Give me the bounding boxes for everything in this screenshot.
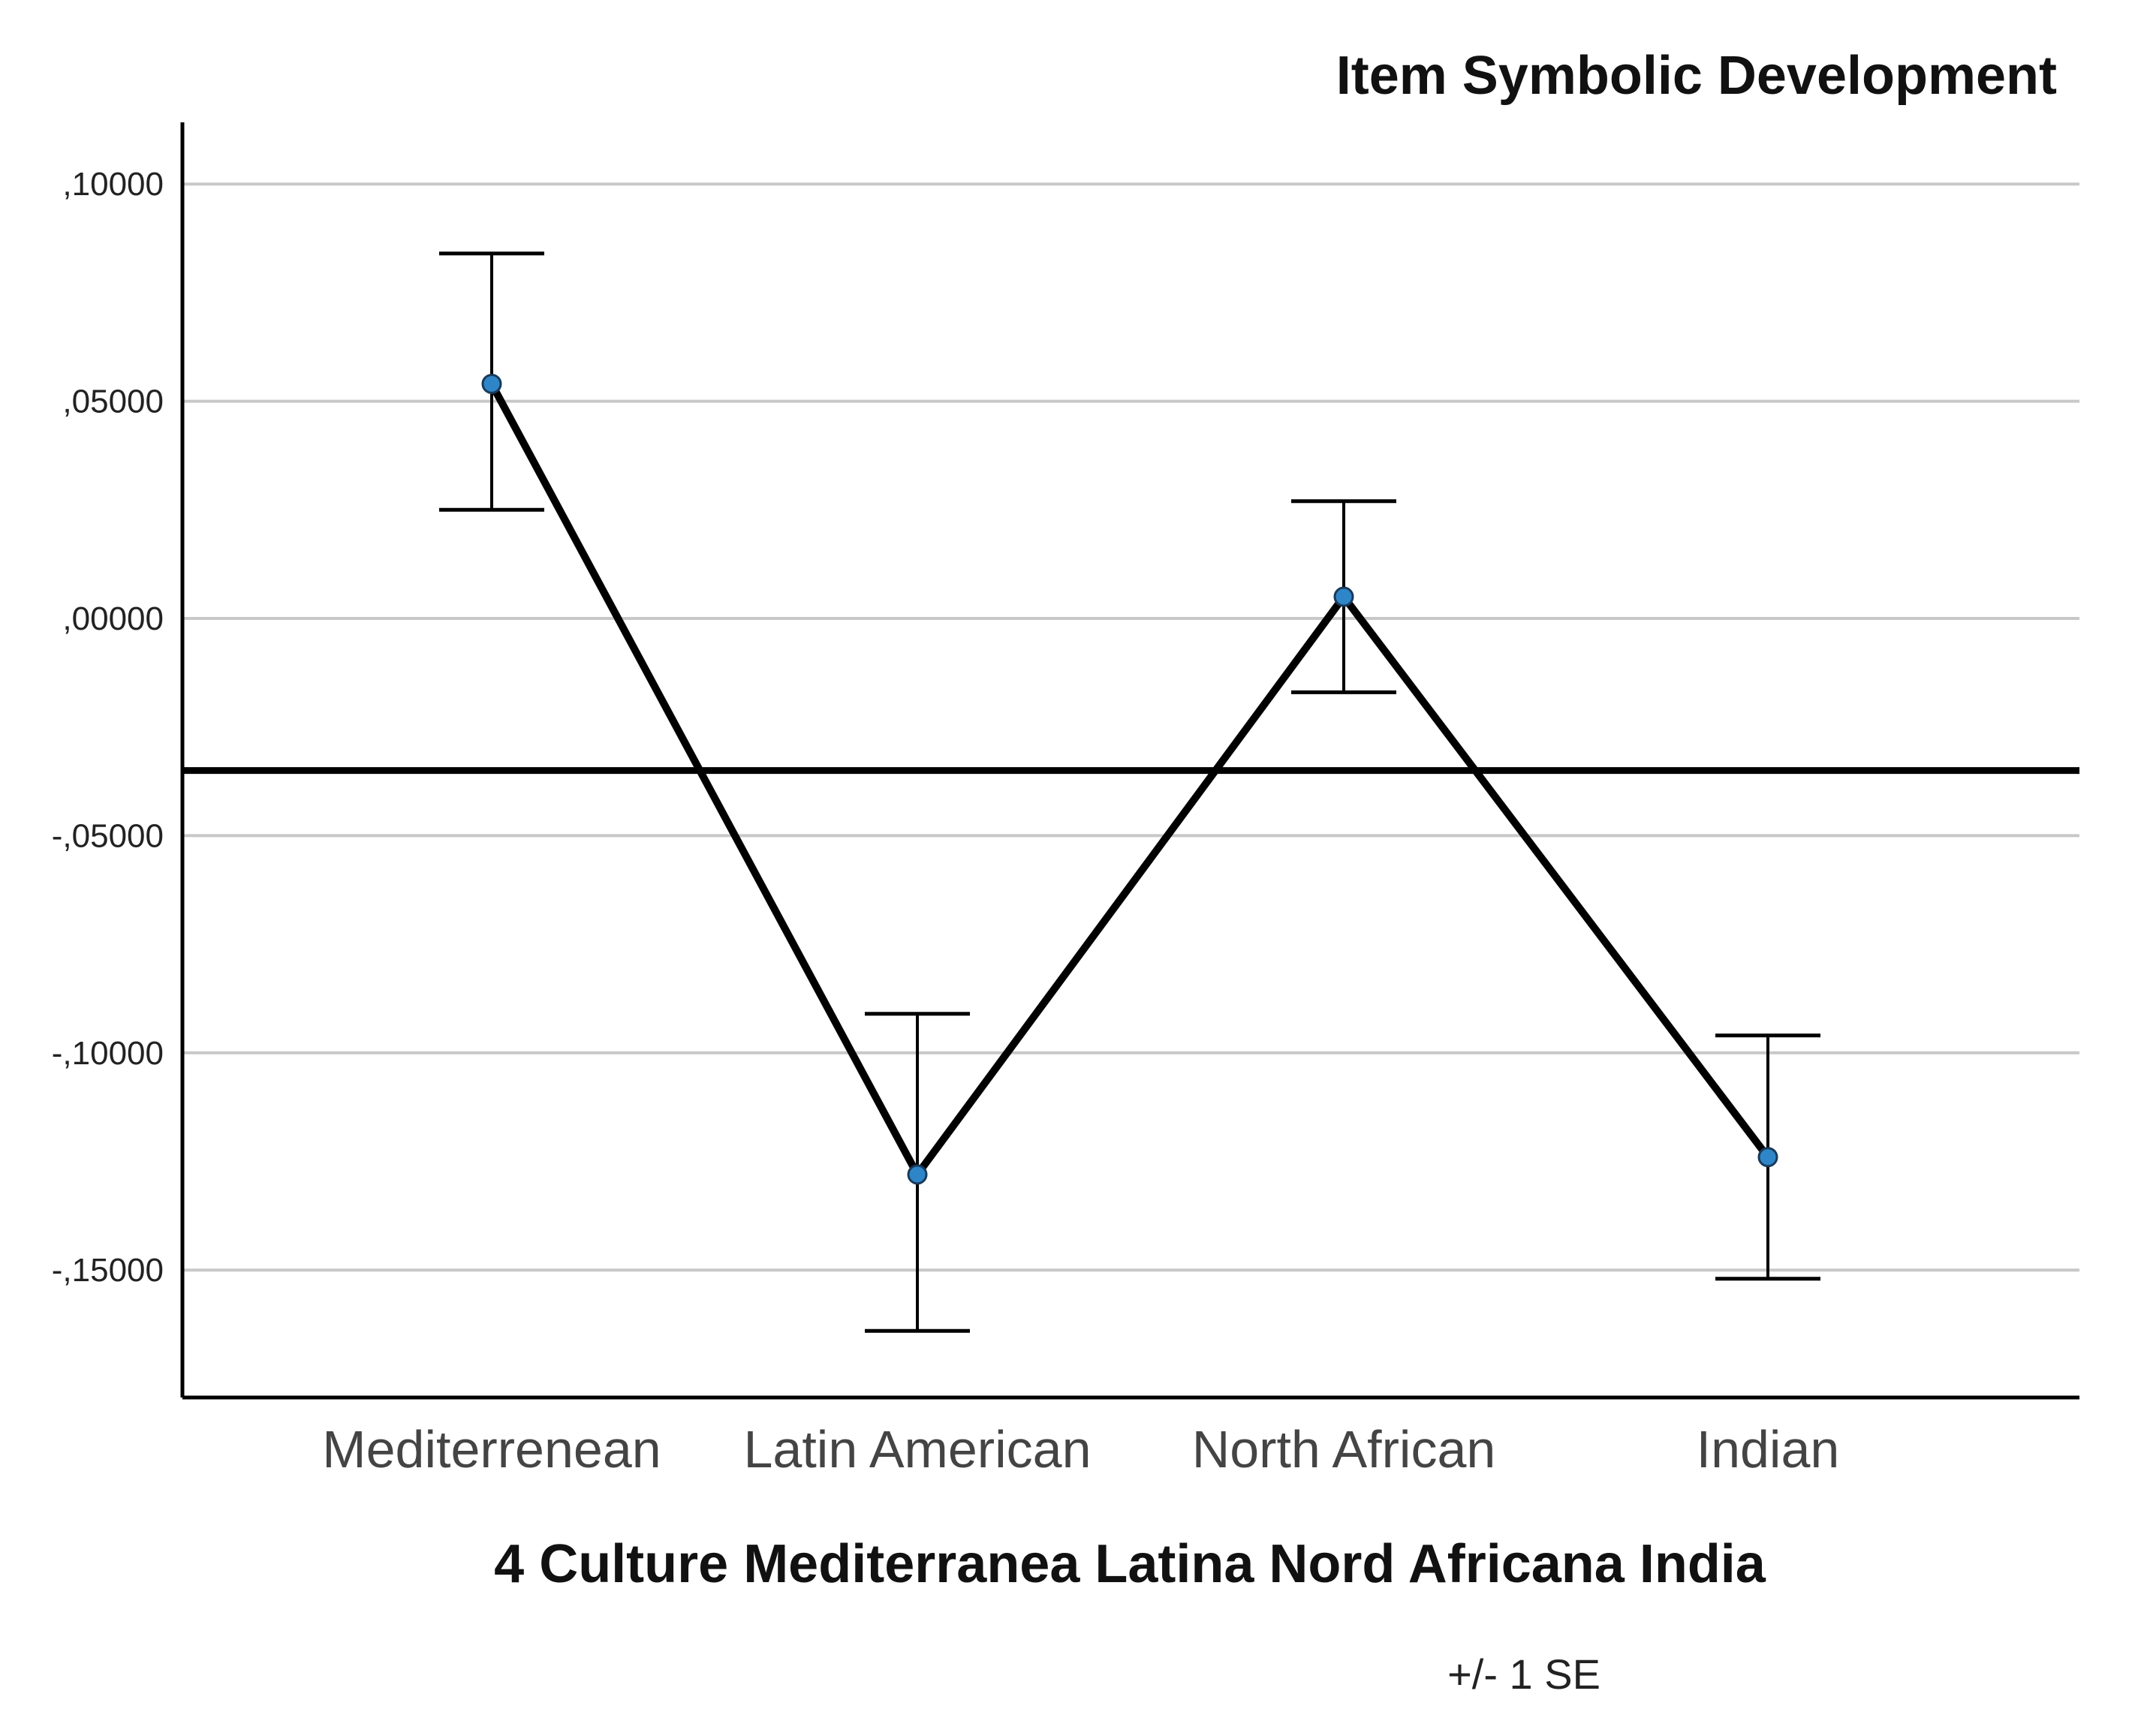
y-tick-label: -,05000	[52, 817, 164, 854]
y-tick-label: ,10000	[62, 166, 164, 203]
x-axis-title: 4 Culture Mediterranea Latina Nord Afric…	[494, 1534, 1766, 1594]
data-point	[907, 1164, 928, 1185]
y-tick-label: -,15000	[52, 1252, 164, 1289]
gridlines	[182, 182, 2079, 1272]
x-tick-label: Mediterrenean	[322, 1420, 661, 1479]
data-point	[1333, 586, 1354, 607]
error-bars	[439, 251, 1820, 1333]
x-tick-label: Latin American	[743, 1420, 1091, 1479]
series-line-layer	[488, 382, 1771, 1182]
error-bar-note: +/- 1 SE	[1447, 1650, 1600, 1698]
axes	[180, 122, 2079, 1400]
y-tick-labels: ,10000 ,05000 ,00000 -,05000 -,10000 -,15000	[52, 166, 164, 1289]
x-tick-label: Indian	[1697, 1420, 1840, 1479]
data-points	[481, 373, 1778, 1185]
x-tick-label: North African	[1192, 1420, 1496, 1479]
data-point	[1757, 1147, 1778, 1168]
data-point	[481, 373, 502, 394]
y-tick-label: -,10000	[52, 1035, 164, 1072]
y-tick-label: ,00000	[62, 600, 164, 637]
y-tick-label: ,05000	[62, 384, 164, 420]
category-labels: Mediterrenean Latin American North African…	[322, 1420, 1839, 1479]
series-line	[488, 382, 1771, 1182]
chart-title: Item Symbolic Development	[1336, 46, 2057, 106]
